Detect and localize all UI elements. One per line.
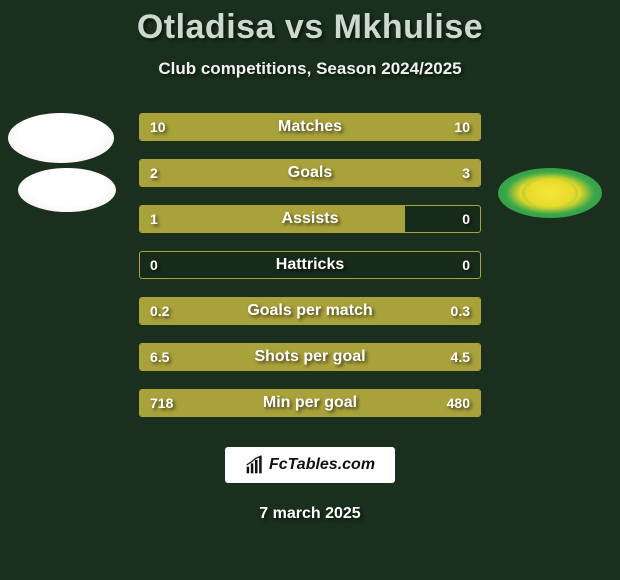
stat-label: Min per goal: [263, 394, 357, 412]
stat-row: 6.5 4.5 Shots per goal: [139, 343, 481, 371]
stat-value-left: 0.2: [150, 303, 169, 319]
page-title: Otladisa vs Mkhulise: [137, 8, 483, 47]
stat-value-left: 2: [150, 165, 158, 181]
stat-row: 718 480 Min per goal: [139, 389, 481, 417]
stat-value-left: 0: [150, 257, 158, 273]
stat-value-right: 480: [447, 395, 470, 411]
stat-value-right: 10: [454, 119, 470, 135]
stat-value-right: 0: [462, 211, 470, 227]
stat-row: 1 0 Assists: [139, 205, 481, 233]
stat-value-left: 1: [150, 211, 158, 227]
stat-label: Shots per goal: [254, 348, 365, 366]
stat-area: 1010Matches23Goals10Assists00Hattricks0.…: [0, 113, 620, 435]
stat-value-right: 3: [462, 165, 470, 181]
stat-row: 0 0 Hattricks: [139, 251, 481, 279]
stat-value-left: 10: [150, 119, 166, 135]
stat-label: Goals: [288, 164, 332, 182]
stat-value-right: 0: [462, 257, 470, 273]
stat-row: 0.2 0.3 Goals per match: [139, 297, 481, 325]
stat-label: Hattricks: [276, 256, 344, 274]
footer-brand-logo[interactable]: FcTables.com: [225, 447, 395, 483]
bar-chart-icon: [245, 455, 265, 475]
club-badge-right-inner: [522, 177, 578, 209]
bar-left: [140, 160, 276, 186]
stat-label: Goals per match: [247, 302, 372, 320]
club-badge-left-1: [8, 113, 114, 163]
club-badge-left-2: [18, 168, 116, 212]
subtitle: Club competitions, Season 2024/2025: [158, 59, 461, 79]
stat-row: 2 3 Goals: [139, 159, 481, 187]
footer-brand-text: FcTables.com: [269, 456, 375, 474]
generated-date: 7 march 2025: [259, 505, 360, 523]
stat-label: Matches: [278, 118, 342, 136]
stat-label: Assists: [282, 210, 339, 228]
comparison-card: Otladisa vs Mkhulise Club competitions, …: [0, 0, 620, 580]
stat-value-left: 718: [150, 395, 173, 411]
stat-value-left: 6.5: [150, 349, 169, 365]
bar-left: [140, 206, 405, 232]
stat-value-right: 0.3: [451, 303, 470, 319]
stat-row: 10 10 Matches: [139, 113, 481, 141]
stat-value-right: 4.5: [451, 349, 470, 365]
club-badge-right: [498, 168, 602, 218]
